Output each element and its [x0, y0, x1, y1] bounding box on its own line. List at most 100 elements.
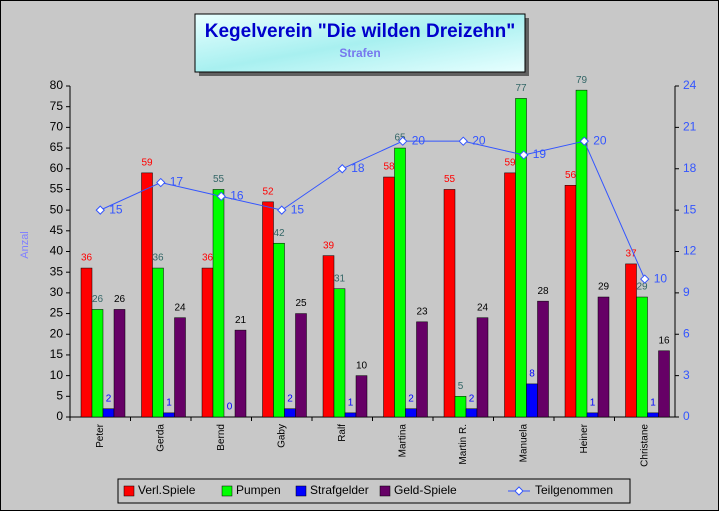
data-label: 37 [625, 249, 637, 260]
y-tick-label: 70 [50, 120, 64, 134]
bar [647, 412, 659, 418]
x-tick-label: Peter [95, 423, 106, 448]
x-tick-label: Martin R. [458, 424, 469, 465]
bar [564, 185, 577, 418]
data-label: 2 [287, 393, 293, 404]
bar [405, 408, 417, 418]
data-label: 31 [334, 273, 346, 284]
y-tick-label: 60 [50, 161, 64, 175]
y-tick-label: 50 [50, 202, 64, 216]
bar [80, 267, 93, 418]
line-marker [95, 205, 105, 215]
line-marker [337, 164, 347, 174]
data-label: 15 [291, 202, 305, 216]
data-label: 20 [472, 133, 486, 147]
line [100, 140, 646, 280]
y2-tick-label: 12 [683, 244, 697, 258]
bar [212, 189, 225, 418]
y-tick-label: 5 [56, 388, 63, 402]
data-label: 25 [295, 298, 307, 309]
data-label: 77 [515, 83, 527, 94]
data-label: 21 [235, 315, 247, 326]
bar [91, 309, 104, 418]
data-label: 29 [636, 282, 648, 293]
x-tick-label: Gaby [276, 424, 287, 448]
data-label: 23 [416, 306, 428, 317]
legend-label: Strafgelder [310, 483, 369, 497]
data-label: 36 [202, 253, 214, 264]
y2-tick-label: 18 [683, 161, 697, 175]
y-tick-label: 75 [50, 99, 64, 113]
x-tick-label: Ralf [337, 424, 348, 442]
legend-box [117, 478, 631, 504]
bar [141, 172, 153, 418]
bar [443, 189, 456, 418]
y2-tick-label: 3 [683, 368, 690, 382]
x-tick-label: Christane [639, 424, 650, 467]
legend-label: Verl.Spiele [138, 483, 196, 497]
x-tick-label: Bernd [216, 424, 227, 451]
x-tick-label: Gerda [155, 424, 166, 452]
bar [174, 317, 186, 418]
line-marker [216, 191, 226, 202]
bar [355, 375, 368, 418]
bar [476, 317, 489, 418]
bar [658, 350, 670, 418]
data-label: 42 [273, 228, 285, 239]
data-label: 1 [166, 398, 172, 409]
data-label: 19 [533, 147, 547, 161]
y2-tick-label: 0 [683, 409, 690, 423]
line-marker [277, 205, 287, 215]
data-label: 1 [650, 398, 656, 409]
data-label: 16 [658, 335, 670, 346]
bar [295, 313, 307, 418]
data-label: 36 [81, 253, 93, 264]
bar [636, 296, 648, 418]
y2-tick-label: 9 [683, 285, 690, 299]
bar [454, 396, 467, 418]
bar [102, 408, 115, 418]
bar [537, 300, 549, 418]
legend-swatch [379, 485, 391, 497]
bar [586, 412, 599, 418]
line-marker [579, 136, 589, 146]
x-tick-label: Heiner [579, 423, 590, 453]
y-tick-label: 80 [50, 78, 64, 92]
data-label: 10 [356, 360, 368, 371]
bar [597, 296, 610, 418]
data-label: 17 [170, 175, 184, 189]
y-tick-label: 40 [50, 244, 64, 258]
y-tick-label: 55 [50, 182, 64, 196]
data-label: 56 [565, 170, 577, 181]
data-label: 36 [152, 253, 164, 264]
bar [526, 383, 538, 418]
y2-tick-label: 24 [683, 78, 697, 92]
bar [163, 412, 175, 418]
legend-label: Teilgenommen [535, 483, 613, 497]
data-label: 55 [213, 174, 225, 185]
legend-label: Geld-Spiele [394, 483, 457, 497]
y2-tick-label: 21 [683, 120, 697, 134]
data-label: 26 [114, 294, 126, 305]
bar [504, 172, 516, 418]
line-marker [519, 150, 529, 160]
bar [575, 89, 588, 418]
bar [344, 412, 357, 418]
data-label: 24 [174, 302, 186, 313]
data-label: 15 [109, 202, 123, 216]
bar [273, 242, 285, 418]
data-label: 0 [227, 402, 233, 413]
y-tick-label: 45 [50, 223, 64, 237]
data-label: 8 [529, 369, 535, 380]
data-label: 28 [537, 286, 549, 297]
data-label: 65 [394, 133, 406, 144]
bar [515, 98, 527, 418]
chart-subtitle: Strafen [339, 46, 380, 60]
data-label: 26 [92, 294, 104, 305]
bar [234, 329, 247, 418]
y-tick-label: 0 [56, 409, 63, 423]
data-label: 24 [477, 302, 489, 313]
y-tick-label: 25 [50, 306, 64, 320]
data-label: 20 [593, 133, 607, 147]
data-label: 39 [323, 240, 335, 251]
